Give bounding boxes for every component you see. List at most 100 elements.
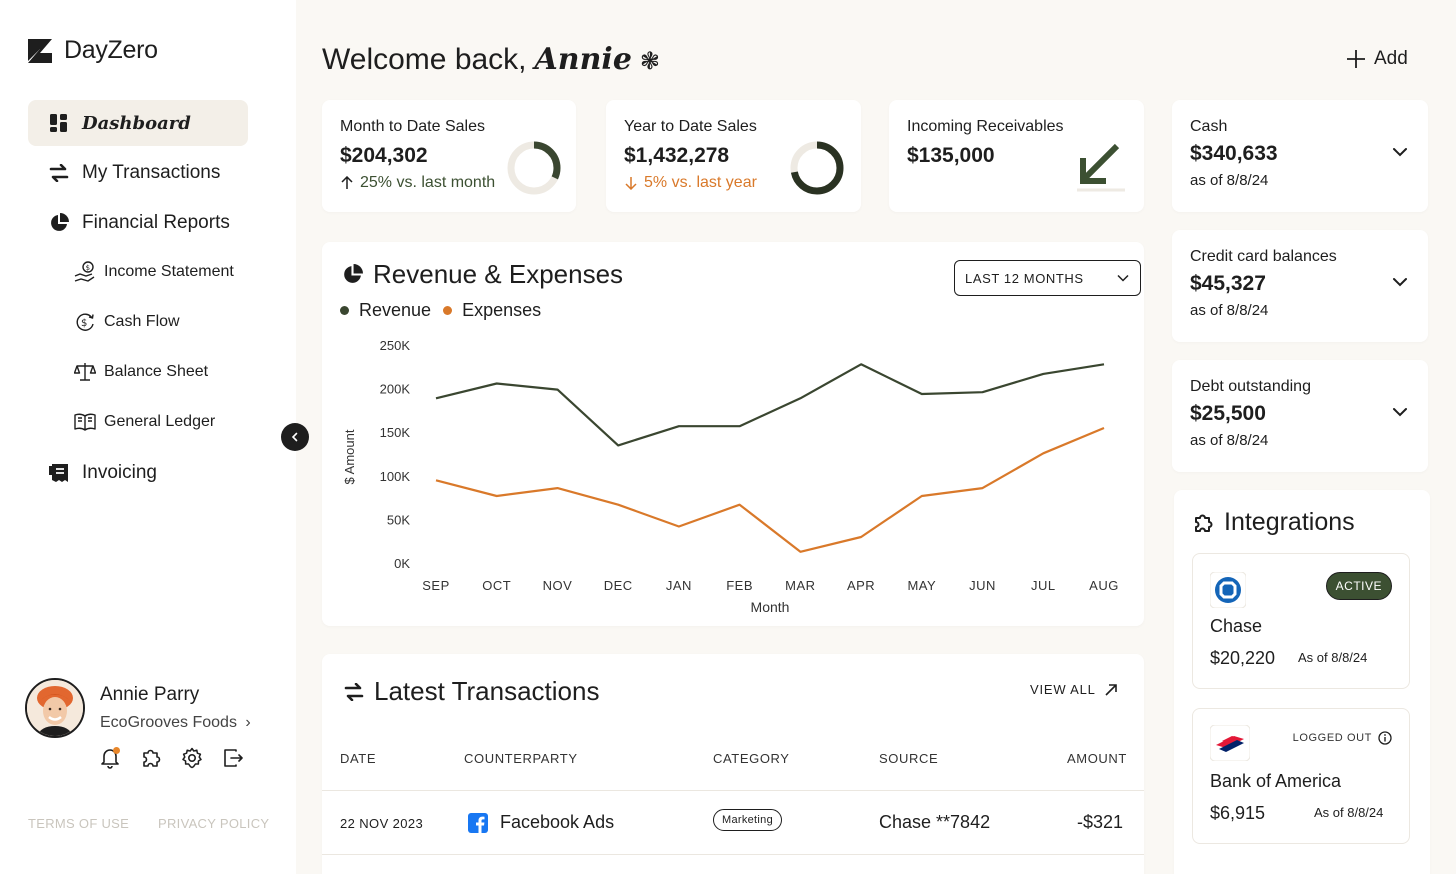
kpi-label: Year to Date Sales (624, 118, 757, 135)
app-logo[interactable]: DayZero (26, 36, 158, 65)
flower-icon: ❃ (639, 48, 661, 75)
x-tick-label: JUN (969, 578, 996, 593)
x-tick-label: DEC (604, 578, 633, 593)
section-title-text: Latest Transactions (374, 676, 600, 706)
cell-date: 22 NOV 2023 (340, 816, 424, 831)
arrow-down-left-icon (1077, 143, 1125, 192)
nav-cash-flow[interactable]: $ Cash Flow (74, 311, 180, 333)
puzzle-icon[interactable] (139, 746, 163, 770)
nav-income-statement[interactable]: $ Income Statement (74, 261, 234, 283)
account-value: $340,633 (1190, 142, 1278, 165)
nav-income-statement-label: Income Statement (104, 263, 234, 280)
view-all-link[interactable]: VIEW ALL (1030, 682, 1118, 697)
add-button[interactable]: Add (1346, 48, 1408, 70)
chase-logo-icon (1209, 571, 1247, 613)
cell-amount: -$321 (1077, 812, 1124, 832)
account-credit-card[interactable]: Credit card balances $45,327 as of 8/8/2… (1172, 230, 1428, 342)
legend-dot-expenses (443, 306, 453, 315)
nav-my-transactions[interactable]: My Transactions (48, 162, 220, 184)
integrations-title: Integrations (1192, 508, 1355, 537)
info-icon[interactable] (1378, 731, 1392, 745)
notification-dot (113, 747, 120, 754)
kpi-delta-text: 5% vs. last year (644, 174, 757, 191)
chevron-right-icon: › (245, 714, 251, 731)
company-switcher[interactable]: EcoGrooves Foods › (100, 714, 251, 732)
revenue-expenses-title: Revenue & Expenses (342, 259, 623, 290)
scale-icon (74, 361, 96, 383)
account-debt[interactable]: Debt outstanding $25,500 as of 8/8/24 (1172, 360, 1428, 472)
integration-amount: $6,915 (1210, 803, 1266, 823)
avatar[interactable] (25, 678, 85, 738)
integration-name: Chase (1210, 616, 1263, 636)
kpi-value: $135,000 (907, 144, 995, 167)
y-tick-label: 0K (394, 556, 410, 571)
add-button-label: Add (1374, 48, 1408, 69)
kpi-value: $204,302 (340, 144, 428, 167)
integration-chase[interactable]: ACTIVE Chase $20,220 As of 8/8/24 (1192, 553, 1410, 689)
kpi-delta: 5% vs. last year (624, 174, 757, 192)
arrow-up-icon (341, 176, 353, 189)
chevron-down-icon[interactable] (1390, 272, 1410, 292)
kpi-month-to-date-sales: Month to Date Sales $204,302 25% vs. las… (322, 100, 576, 212)
column-header-amount[interactable]: AMOUNT (1067, 751, 1127, 766)
user-first-name: Annie (534, 42, 632, 77)
legend-dot-revenue (340, 306, 349, 315)
status-logged-out: LOGGED OUT (1293, 731, 1392, 745)
nav-dashboard[interactable]: Dashboard (28, 100, 248, 146)
nav-invoicing[interactable]: Invoicing (48, 462, 157, 484)
transfer-arrows-icon (344, 682, 364, 701)
column-header-category[interactable]: CATEGORY (713, 751, 790, 766)
x-tick-label: APR (847, 578, 875, 593)
status-text: LOGGED OUT (1292, 732, 1372, 744)
sidebar: DayZero Dashboard My Transactions Financ… (0, 0, 296, 874)
y-tick-label: 200K (380, 382, 411, 397)
x-tick-label: NOV (543, 578, 573, 593)
account-label: Debt outstanding (1190, 378, 1311, 395)
kpi-incoming-receivables: Incoming Receivables $135,000 (889, 100, 1144, 212)
category-tag: Marketing (713, 809, 782, 831)
date-range-select[interactable]: LAST 12 MONTHS (954, 260, 1141, 296)
column-header-date[interactable]: DATE (340, 751, 377, 766)
profile-actions (98, 746, 245, 770)
company-name: EcoGrooves Foods (100, 714, 237, 731)
latest-transactions-title: Latest Transactions (344, 676, 599, 707)
puzzle-icon (1195, 514, 1213, 532)
facebook-icon (468, 813, 488, 838)
collapse-sidebar-button[interactable] (281, 423, 309, 451)
nav-financial-reports[interactable]: Financial Reports (48, 212, 230, 234)
nav-cash-flow-label: Cash Flow (104, 313, 180, 330)
integration-bank-of-america[interactable]: LOGGED OUT Bank of America $6,915 As of … (1192, 708, 1410, 844)
section-title-text: Revenue & Expenses (373, 259, 624, 289)
arrow-down-icon (625, 177, 637, 190)
terms-of-use-link[interactable]: TERMS OF USE (28, 816, 130, 831)
chevron-down-icon[interactable] (1390, 142, 1410, 162)
nav-general-ledger[interactable]: General Ledger (74, 411, 215, 433)
integration-as-of: As of 8/8/24 (1298, 650, 1368, 665)
bank-of-america-logo-icon (1209, 724, 1251, 766)
chevron-down-icon[interactable] (1390, 402, 1410, 422)
column-header-counterparty[interactable]: COUNTERPARTY (464, 751, 578, 766)
privacy-policy-link[interactable]: PRIVACY POLICY (158, 816, 270, 831)
integration-amount: $20,220 (1210, 648, 1276, 668)
cell-counterparty: Facebook Ads (500, 812, 615, 832)
view-all-label: VIEW ALL (1030, 682, 1096, 697)
x-axis-label: Month (751, 599, 790, 615)
logout-icon[interactable] (221, 746, 245, 770)
gear-icon[interactable] (180, 746, 204, 770)
kpi-delta: 25% vs. last month (340, 174, 495, 192)
nav-general-ledger-label: General Ledger (104, 413, 216, 430)
svg-text:$: $ (81, 318, 87, 329)
nav-balance-sheet[interactable]: Balance Sheet (74, 361, 208, 383)
integration-as-of: As of 8/8/24 (1314, 805, 1384, 820)
account-cash[interactable]: Cash $340,633 as of 8/8/24 (1172, 100, 1428, 212)
bell-icon[interactable] (98, 746, 122, 770)
series-line-expenses[interactable] (435, 426, 1105, 553)
chevron-left-icon (291, 432, 298, 442)
series-line-revenue[interactable] (435, 363, 1105, 447)
y-tick-label: 50K (387, 512, 410, 527)
column-header-source[interactable]: SOURCE (879, 751, 939, 766)
hand-coin-icon: $ (74, 261, 96, 283)
y-tick-label: 250K (380, 338, 411, 353)
integrations-card: Integrations ACTIVE Chase $20,220 As of … (1174, 490, 1430, 874)
date-range-value: LAST 12 MONTHS (965, 270, 1084, 286)
